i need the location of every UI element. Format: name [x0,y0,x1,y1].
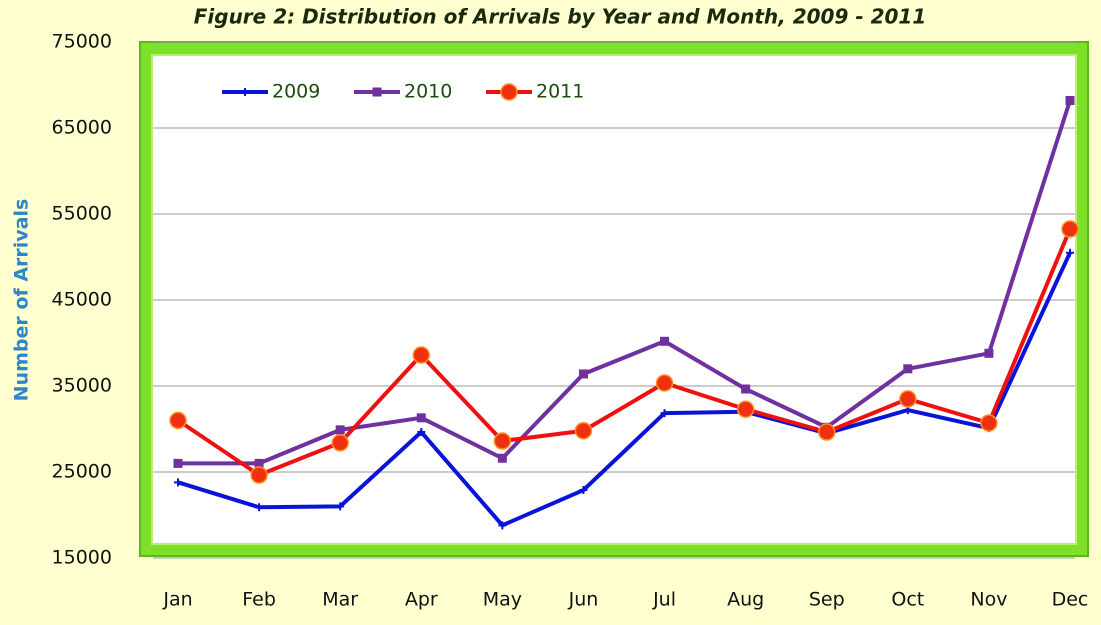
legend-label: 2011 [536,81,584,103]
point [336,502,345,511]
point [1066,248,1074,257]
x-tick-label: Feb [242,589,276,611]
point [574,421,593,440]
point [498,521,507,530]
x-tick-label: Jul [652,589,676,611]
point [250,466,268,484]
point [817,423,836,441]
point [173,458,183,468]
point [980,414,998,432]
chart-title: Figure 2: Distribution of Arrivals by Ye… [194,5,927,29]
series-line [177,251,1072,528]
point [660,409,669,418]
point [579,486,588,495]
point [741,384,751,394]
point [372,87,382,97]
point [255,503,264,512]
x-tick-label: Sep [809,589,845,611]
x-tick-label: Mar [322,589,358,611]
x-tick-label: Aug [727,589,764,611]
y-tick-label: 45000 [52,289,112,311]
point [655,374,674,392]
x-tick-label: Nov [970,589,1007,611]
point [416,413,426,423]
point [578,369,588,379]
series-line [176,228,1072,478]
point [254,458,264,468]
point [497,453,507,463]
point [174,478,182,487]
point [736,400,755,418]
point [169,411,187,430]
x-tick-label: Jun [568,589,599,611]
legend-label: 2010 [404,81,452,103]
x-tick-label: Oct [891,589,924,611]
y-tick-label: 35000 [52,375,112,397]
x-tick-label: Apr [405,589,438,611]
point [417,428,426,437]
y-tick-label: 75000 [52,31,112,53]
point [984,348,994,358]
point [331,434,349,452]
y-tick-label: 25000 [52,461,112,483]
point [660,336,670,346]
point [493,432,512,450]
point [899,390,917,408]
x-tick-label: May [483,589,522,611]
point [335,425,345,435]
legend-label: 2009 [272,81,320,103]
point [412,346,431,364]
point [903,364,913,374]
point [1065,95,1075,105]
y-tick-label: 15000 [52,547,112,569]
y-axis-label: Number of Arrivals [11,199,33,402]
series-line [178,99,1072,466]
point [1061,220,1079,238]
point [500,83,518,101]
y-tick-label: 65000 [52,117,112,139]
y-tick-label: 55000 [52,203,112,225]
x-tick-label: Jan [162,589,192,611]
x-tick-label: Dec [1052,589,1089,611]
point [241,88,249,96]
